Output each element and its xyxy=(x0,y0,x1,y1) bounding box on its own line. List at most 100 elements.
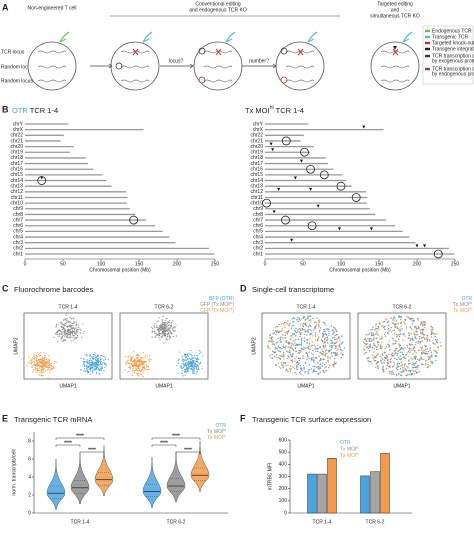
dna xyxy=(285,79,315,83)
cell-point xyxy=(91,362,94,364)
cell-point xyxy=(72,322,74,325)
cell-point xyxy=(124,355,127,357)
cell-point xyxy=(370,333,373,335)
cell-point xyxy=(296,329,299,331)
cell-point xyxy=(327,342,329,344)
cell-point xyxy=(401,364,403,366)
cell-point xyxy=(400,325,403,327)
cell-point xyxy=(292,340,294,342)
violin xyxy=(70,453,90,505)
panel-letter: A xyxy=(2,2,9,12)
cell-point xyxy=(32,371,34,373)
cell-point xyxy=(323,346,326,349)
cell-point xyxy=(62,327,64,329)
cell-point xyxy=(390,361,392,363)
cell-point xyxy=(423,350,425,352)
cell-point xyxy=(416,333,419,336)
cell-point xyxy=(103,355,105,357)
cell-point xyxy=(389,372,391,375)
cell-point xyxy=(288,343,290,345)
cell-point xyxy=(164,323,166,325)
label: Conventional editing xyxy=(195,1,241,7)
legend-icon xyxy=(425,41,430,45)
cell-point xyxy=(320,353,323,355)
cell-point xyxy=(97,363,99,365)
chromosome-label: chr13 xyxy=(10,184,23,190)
arrow xyxy=(90,63,113,69)
text-part: CFP (Tx MOI xyxy=(200,308,229,314)
cell-point xyxy=(307,339,309,341)
cell-point xyxy=(296,366,298,368)
cell-point xyxy=(288,346,290,349)
cell-point xyxy=(63,334,65,336)
cell-point xyxy=(69,317,71,319)
cell-point xyxy=(63,328,66,330)
cell-point xyxy=(142,351,144,354)
cell-point xyxy=(327,328,330,331)
cell-point xyxy=(72,331,74,333)
cell-point xyxy=(66,318,68,320)
y-tick-label: 200 xyxy=(279,486,288,492)
cell-point xyxy=(183,371,185,373)
cell-point xyxy=(332,337,334,339)
cell-point xyxy=(89,373,91,375)
cell-point xyxy=(75,324,77,326)
label: and endogenous TCR KO xyxy=(189,7,247,13)
x-tick-label: 250 xyxy=(451,261,460,267)
cell-point xyxy=(331,345,333,347)
chromosome-label: chr3 xyxy=(253,240,263,246)
cell-point xyxy=(313,329,315,331)
cell-point xyxy=(397,366,399,368)
cell-point xyxy=(364,337,367,339)
cell-point xyxy=(393,373,395,376)
cell-point xyxy=(376,362,378,365)
cell-point xyxy=(181,369,183,372)
cell-point xyxy=(381,324,384,327)
cell-point xyxy=(74,331,76,334)
cell-point xyxy=(49,358,51,361)
cell-point xyxy=(398,334,400,336)
cell-point xyxy=(277,325,279,328)
cell-point xyxy=(49,360,51,362)
cell-point xyxy=(324,366,326,369)
cell-point xyxy=(371,354,374,356)
cell-point xyxy=(69,329,71,331)
cell-point xyxy=(281,356,284,358)
cell-point xyxy=(341,335,343,337)
cell-point xyxy=(398,330,401,332)
cell-point xyxy=(295,331,298,334)
cell-point xyxy=(392,355,395,357)
cell-point xyxy=(411,328,413,330)
cell-point xyxy=(409,326,412,328)
endogenous-tcr xyxy=(59,31,70,43)
cell-point xyxy=(71,329,73,331)
cell-point xyxy=(128,370,130,372)
cell-point xyxy=(331,341,333,343)
cell-point xyxy=(193,360,195,362)
cell-point xyxy=(333,338,336,341)
cell-point xyxy=(388,330,390,333)
panel-letter: F xyxy=(240,413,246,423)
legend-icon xyxy=(425,67,430,71)
chromosome-label: chr9 xyxy=(13,206,23,212)
cell-point xyxy=(187,369,189,371)
cell-point xyxy=(335,345,337,347)
cell-point xyxy=(168,332,170,335)
cell-point xyxy=(408,362,411,365)
cell-point xyxy=(390,327,392,329)
chromosome-label: chr17 xyxy=(250,161,263,167)
x-tick-label: 50 xyxy=(60,261,66,267)
cell-point xyxy=(197,365,199,368)
cell-point xyxy=(139,360,142,363)
cell-point xyxy=(281,347,283,350)
cell-point xyxy=(322,351,325,354)
chromosome-label: chrX xyxy=(253,127,264,133)
cell-point xyxy=(101,355,103,357)
cell-point xyxy=(368,333,371,335)
cell-point xyxy=(298,362,300,364)
cell-point xyxy=(316,344,319,347)
cell-point xyxy=(418,335,421,338)
cell-point xyxy=(367,337,369,340)
cell-point xyxy=(290,353,292,356)
cell-point xyxy=(305,351,308,354)
